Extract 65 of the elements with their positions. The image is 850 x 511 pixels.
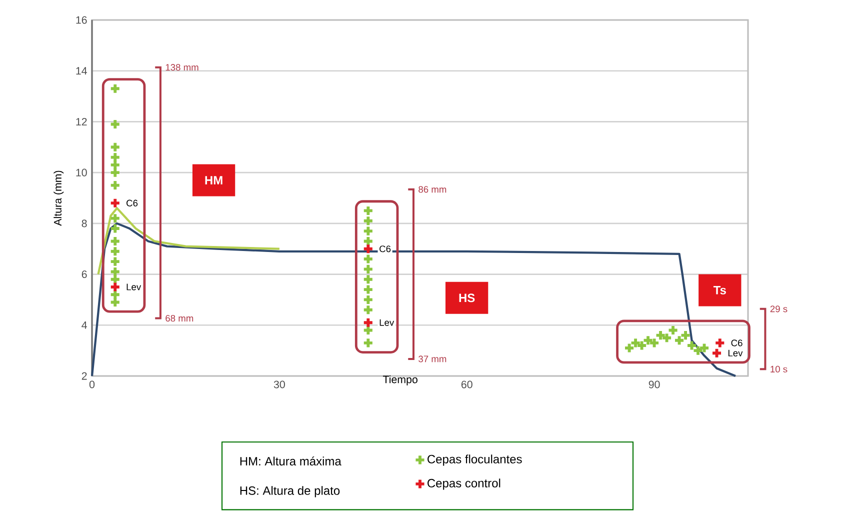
point <box>362 263 374 275</box>
point <box>624 342 636 354</box>
point <box>109 281 121 293</box>
y-tick-label: 8 <box>82 220 87 228</box>
point <box>362 243 374 255</box>
point <box>109 296 121 308</box>
point <box>109 197 121 209</box>
annotation: Lev <box>728 350 743 356</box>
point <box>109 266 121 278</box>
annotation: HS <box>459 294 475 302</box>
legend-label: Cepas control <box>428 478 500 490</box>
text: HS: Altura de plato <box>240 486 340 498</box>
y-tick-label: 14 <box>76 67 87 75</box>
point <box>109 118 121 130</box>
annotation: 138 mm <box>166 64 198 71</box>
text: 10 s <box>770 366 788 372</box>
point <box>698 342 710 354</box>
point <box>109 152 121 164</box>
y-tick-label: 10 <box>76 168 87 176</box>
point <box>109 141 121 153</box>
point <box>714 337 726 349</box>
point <box>362 215 374 227</box>
point <box>109 159 121 171</box>
annotation: HM <box>205 176 222 184</box>
y-tick-label: 6 <box>82 270 87 278</box>
annotation: 68 mm <box>166 314 194 322</box>
y-tick-label: 12 <box>76 118 87 126</box>
annotation: 37 mm <box>418 356 446 362</box>
x-tick-label: 60 <box>461 380 472 388</box>
point <box>362 284 374 296</box>
point <box>109 212 121 224</box>
y-tick-label: 16 <box>76 16 87 24</box>
line-series <box>97 207 281 276</box>
x-axis-title: Tiempo <box>382 375 418 386</box>
point <box>362 274 374 286</box>
annotation: Lev <box>380 319 394 326</box>
annotation: C6 <box>731 340 742 346</box>
annotation: C6 <box>126 200 138 206</box>
point <box>362 337 374 349</box>
text: HM: Altura máxima <box>240 456 342 466</box>
point <box>109 82 121 94</box>
annotation: C6 <box>380 246 391 252</box>
point <box>362 304 374 316</box>
point <box>711 347 723 359</box>
point <box>109 222 121 234</box>
x-tick-label: 0 <box>89 380 95 388</box>
point <box>362 253 374 265</box>
x-tick-label: 90 <box>648 380 660 388</box>
point <box>109 166 121 178</box>
point <box>109 274 121 286</box>
x-tick-label: 30 <box>274 380 285 388</box>
annotation: Ts <box>713 286 726 294</box>
legend-label: Cepas floculantes <box>428 454 522 466</box>
text: 29 s <box>770 306 788 312</box>
point <box>674 334 686 346</box>
point <box>109 246 121 258</box>
point <box>680 330 692 342</box>
annotation: Lev <box>126 284 142 290</box>
point <box>109 256 121 268</box>
y-axis-title: Altura (mm) <box>54 170 64 226</box>
y-tick-label: 2 <box>82 372 87 380</box>
point <box>362 316 374 328</box>
annotation: 86 mm <box>418 186 446 193</box>
point <box>362 225 374 237</box>
y-tick-label: 4 <box>82 321 87 329</box>
